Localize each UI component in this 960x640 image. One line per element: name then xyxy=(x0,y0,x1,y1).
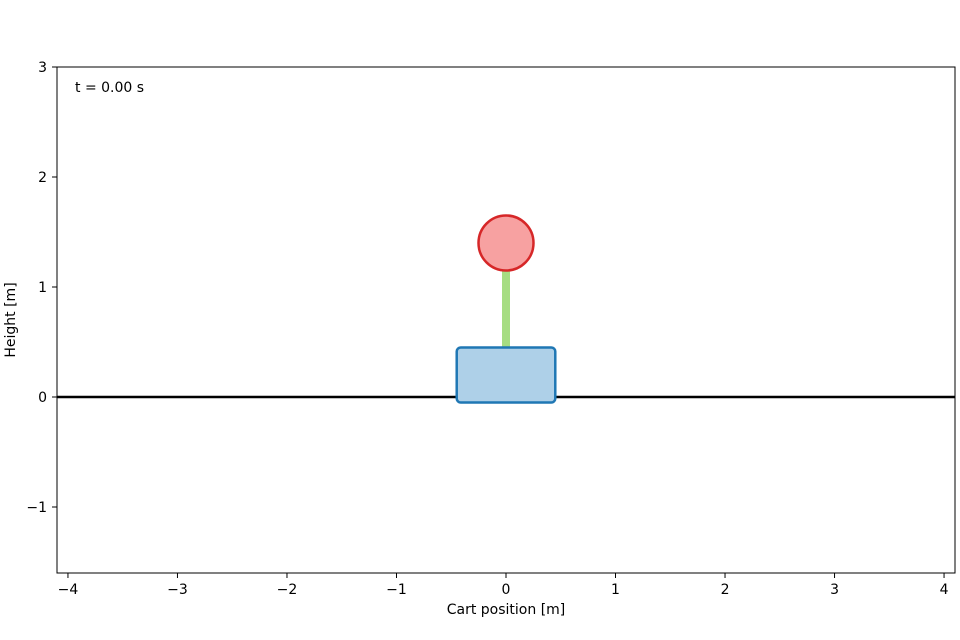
x-tick-label: −4 xyxy=(58,582,79,598)
y-axis-ticks: −1 0 1 2 3 xyxy=(26,60,57,516)
y-tick-label: 3 xyxy=(38,60,47,76)
time-label: t = 0.00 s xyxy=(75,80,144,96)
y-tick-label: −1 xyxy=(26,500,47,516)
x-tick-label: −1 xyxy=(386,582,407,598)
x-tick-label: 4 xyxy=(940,582,949,598)
x-tick-label: 2 xyxy=(721,582,730,598)
x-tick-label: −2 xyxy=(277,582,298,598)
pendulum-bob xyxy=(477,214,535,272)
cart-body xyxy=(455,346,557,404)
x-tick-label: 0 xyxy=(502,582,511,598)
plot-layer xyxy=(57,214,955,404)
y-axis-label: Height [m] xyxy=(3,282,19,357)
x-axis-label: Cart position [m] xyxy=(447,602,566,618)
y-tick-label: 1 xyxy=(38,280,47,296)
x-tick-label: −3 xyxy=(167,582,188,598)
x-tick-label: 1 xyxy=(611,582,620,598)
x-axis-ticks: −4 −3 −2 −1 0 1 2 3 4 xyxy=(58,573,949,598)
x-tick-label: 3 xyxy=(830,582,839,598)
y-tick-label: 2 xyxy=(38,170,47,186)
y-tick-label: 0 xyxy=(38,390,47,406)
